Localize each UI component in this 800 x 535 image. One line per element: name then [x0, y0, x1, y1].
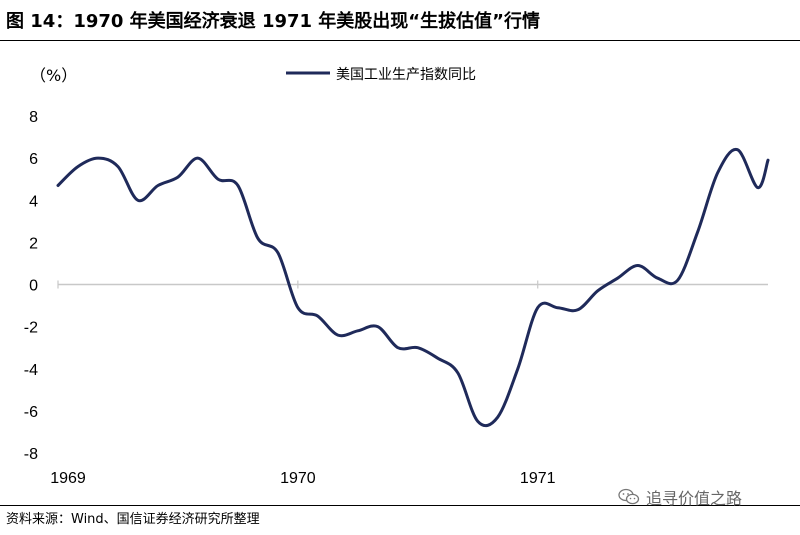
data-point [277, 252, 279, 254]
x-tick-label: 1971 [520, 470, 556, 487]
data-point [597, 290, 599, 292]
data-point [137, 199, 139, 201]
y-tick-label: -4 [24, 362, 38, 379]
y-tick-label: 8 [29, 109, 38, 126]
data-point [477, 420, 479, 422]
data-point [736, 149, 738, 151]
data-point [257, 237, 259, 239]
figure-title: 图 14：1970 年美国经济衰退 1971 年美股出现“生拔估值”行情 [6, 11, 540, 32]
data-point [237, 184, 239, 186]
data-point [417, 347, 419, 349]
data-point [317, 315, 319, 317]
data-point [537, 307, 539, 309]
data-point [676, 279, 678, 281]
watermark-text: 追寻价值之路 [646, 489, 743, 508]
data-point [637, 264, 639, 266]
data-point [457, 372, 459, 374]
line-chart: （%） 美国工业生产指数同比 8 6 4 2 0 -2 -4 -6 -8 1969 1970 197… [24, 66, 770, 487]
y-tick-label: 4 [29, 193, 38, 210]
data-point [357, 330, 359, 332]
data-point [437, 357, 439, 359]
data-point [716, 172, 718, 174]
wechat-icon [618, 488, 640, 505]
data-point [377, 325, 379, 327]
data-point [657, 277, 659, 279]
data-point [517, 368, 519, 370]
y-tick-label: -8 [24, 446, 38, 463]
y-axis-unit-label: （%） [30, 66, 77, 85]
data-point [697, 231, 699, 233]
data-point [297, 307, 299, 309]
data-point [757, 186, 759, 188]
y-tick-label: -2 [24, 320, 38, 337]
x-tick-label: 1970 [280, 470, 316, 487]
data-point [177, 176, 179, 178]
series-line [56, 147, 770, 428]
watermark: 追寻价值之路 [618, 485, 742, 509]
data-point [337, 334, 339, 336]
data-point [97, 157, 99, 159]
data-point [616, 277, 618, 279]
y-tick-label: 2 [29, 235, 38, 252]
x-tick-label: 1969 [50, 470, 86, 487]
data-point [217, 178, 219, 180]
data-point [157, 184, 159, 186]
source-note: 资料来源：Wind、国信证券经济研究所整理 [6, 512, 260, 527]
data-point [556, 307, 558, 309]
data-point [497, 416, 499, 418]
y-tick-label: -6 [24, 404, 38, 421]
data-point [767, 159, 769, 161]
data-point [57, 184, 59, 186]
legend-entry: 美国工业生产指数同比 [336, 67, 476, 83]
y-tick-label: 6 [29, 151, 38, 168]
title-divider [0, 40, 800, 41]
data-point [397, 347, 399, 349]
y-tick-label: 0 [29, 278, 38, 295]
data-point [577, 309, 579, 311]
data-point [197, 157, 199, 159]
data-point [77, 165, 79, 167]
data-point [117, 165, 119, 167]
source-divider [0, 505, 800, 506]
